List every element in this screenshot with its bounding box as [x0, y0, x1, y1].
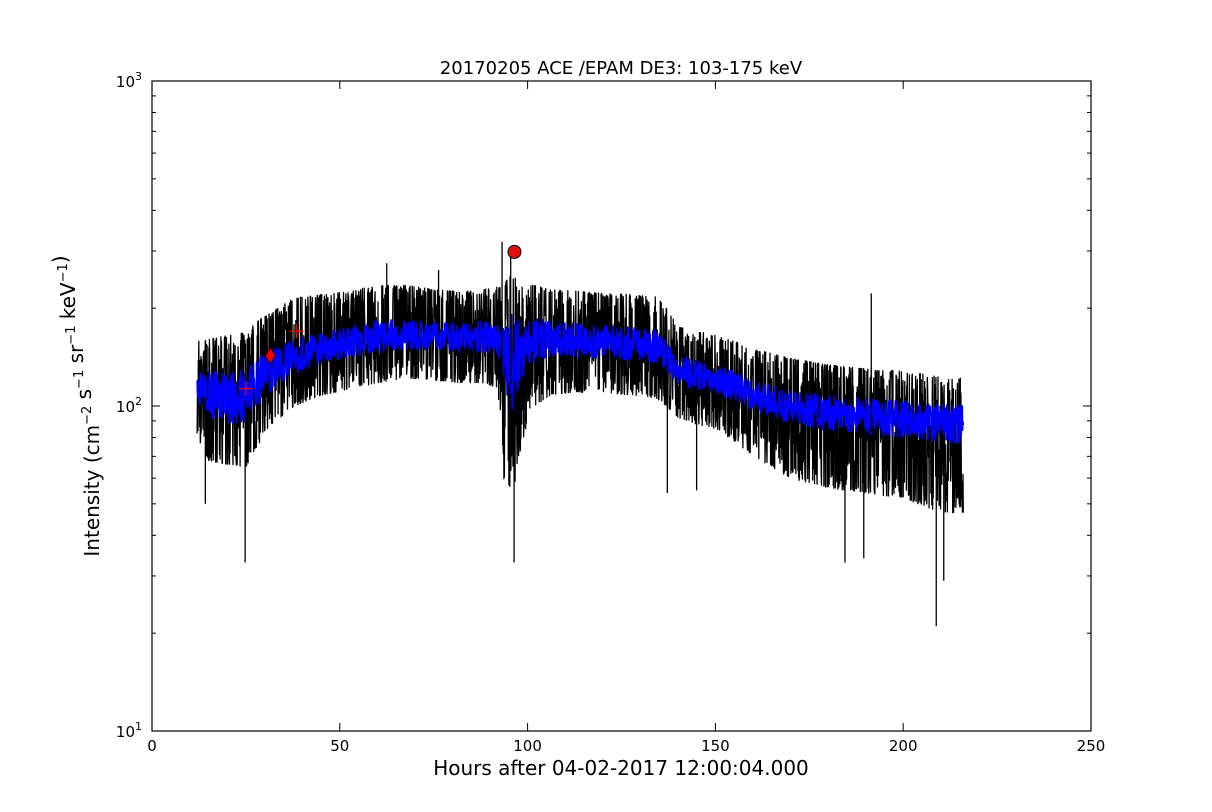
- plus-marker: [238, 381, 253, 396]
- x-axis-label: Hours after 04-02-2017 12:00:04.000: [433, 756, 809, 780]
- diamond-marker: [264, 346, 276, 365]
- y-axis-label: Intensity (cm−2 s−1 sr−1 keV−1): [48, 255, 104, 556]
- chart-title: 20170205 ACE /EPAM DE3: 103-175 keV: [440, 58, 803, 79]
- x-tick-label: 50: [330, 737, 349, 755]
- plus-marker: [289, 324, 304, 339]
- plot-data-area: [196, 241, 965, 627]
- peak-circle-marker: [507, 244, 522, 259]
- plot-frame: [151, 80, 1092, 732]
- x-tick-label: 150: [701, 737, 730, 755]
- axis-tick-labels: 0 50 100 150 200 250 101 102 103: [116, 70, 1105, 755]
- event-markers: [238, 244, 522, 396]
- y-tick-label: 101: [116, 720, 142, 741]
- x-tick-label: 100: [513, 737, 542, 755]
- x-tick-label: 0: [147, 737, 157, 755]
- x-tick-label: 250: [1077, 737, 1106, 755]
- smoothed-intensity-trace: [196, 313, 965, 444]
- y-tick-label: 103: [116, 70, 142, 91]
- x-tick-label: 200: [889, 737, 918, 755]
- raw-intensity-trace: [196, 275, 964, 514]
- y-tick-label: 102: [116, 395, 142, 416]
